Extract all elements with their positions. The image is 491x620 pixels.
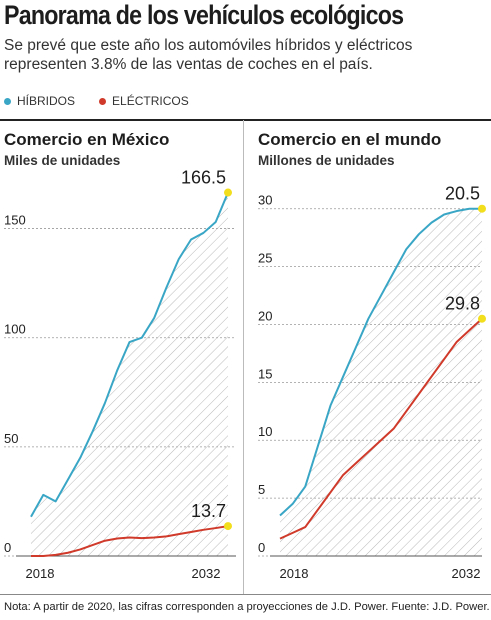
series-line-hybrid [279,207,482,517]
y-tick-label: 100 [4,322,26,337]
series-line-electric [279,317,483,540]
chart-title-mexico: Comercio en México [4,130,170,149]
series-line-hybrid [30,192,229,518]
legend-item-hybrid: HÍBRIDOS [4,94,75,108]
chart-title-world: Comercio en el mundo [258,130,442,149]
endpoint-marker-electric [478,314,486,323]
legend-label-electric: ELÉCTRICOS [112,94,189,108]
endpoint-marker-electric [224,522,232,531]
end-value-label-hybrid: 20.5 [445,184,480,204]
x-tick-label: 2018 [26,566,55,581]
legend-label-hybrid: HÍBRIDOS [17,94,76,108]
page-subtitle: Se prevé que este año los automóviles hí… [4,37,413,73]
divider-vertical [243,120,244,594]
y-tick-label: 30 [258,193,272,208]
hybrid-legend-dot-icon [4,97,11,105]
y-tick-label: 15 [258,366,272,381]
y-tick-label: 150 [4,213,26,228]
electric-legend-dot-icon [99,97,107,105]
x-tick-label: 2032 [192,566,221,581]
y-tick-label: 0 [4,540,11,555]
chart-world: 0 5 10 15 20 25 30 20.5 29.8 2018 2032 [258,184,486,581]
legend: HÍBRIDOS ELÉCTRICOS [4,94,189,108]
end-value-label-electric: 13.7 [191,501,226,521]
chart-unit-world: Millones de unidades [258,153,395,168]
y-tick-label: 5 [258,482,265,497]
legend-item-electric: ELÉCTRICOS [99,94,189,108]
end-value-label-electric: 29.8 [445,294,480,314]
hatched-area [280,208,482,556]
series-line-electric [31,525,229,557]
endpoint-marker-hybrid [478,204,486,213]
chart-unit-mexico: Miles de unidades [4,153,121,168]
y-tick-label: 10 [258,424,272,439]
divider-bottom [0,594,491,595]
page-title: Panorama de los vehículos ecológicos [4,0,404,30]
y-tick-label: 20 [258,308,272,323]
footer-note: Nota: A partir de 2020, las cifras corre… [4,601,490,613]
y-tick-label: 0 [258,540,265,555]
x-tick-label: 2018 [280,566,309,581]
chart-mexico: 0 50 100 150 166.5 13.7 2018 2032 [4,168,236,581]
hatched-area [31,192,228,556]
y-tick-label: 25 [258,251,272,266]
divider-top [0,119,491,121]
x-tick-label: 2032 [452,566,481,581]
end-value-label-hybrid: 166.5 [181,168,226,188]
endpoint-marker-hybrid [224,188,232,197]
y-tick-label: 50 [4,431,18,446]
